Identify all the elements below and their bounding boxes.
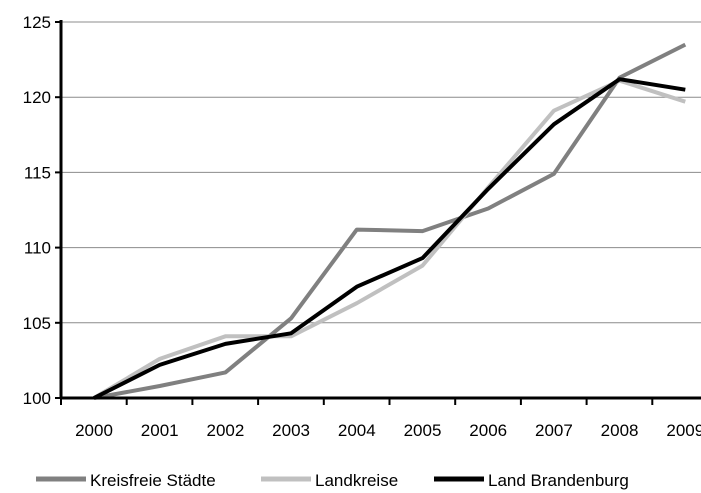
x-tick-label-2002: 2002: [206, 421, 244, 440]
series-line-2: [93, 77, 686, 400]
x-tick-label-2004: 2004: [338, 421, 376, 440]
x-tick-label-2005: 2005: [404, 421, 442, 440]
legend-label-0: Kreisfreie Städte: [90, 471, 216, 490]
legend-label-2: Land Brandenburg: [488, 471, 629, 490]
y-axis-tick-labels: 100 105 110 115 120 125: [23, 13, 51, 408]
x-tick-label-2009: 2009: [666, 421, 701, 440]
y-tick-label-115: 115: [24, 163, 51, 182]
y-tick-label-105: 105: [23, 314, 51, 333]
series-line-0: [93, 42, 687, 400]
y-tick-label-125: 125: [23, 13, 51, 32]
x-tick-label-2003: 2003: [272, 421, 310, 440]
x-tick-label-2008: 2008: [601, 421, 639, 440]
x-tick-label-2006: 2006: [469, 421, 507, 440]
y-tick-label-110: 110: [24, 239, 51, 258]
x-tick-label-2001: 2001: [141, 421, 179, 440]
x-tick-label-2000: 2000: [75, 421, 113, 440]
legend: Kreisfreie Städte Landkreise Land Brandenb…: [36, 471, 629, 490]
y-tick-label-100: 100: [23, 389, 51, 408]
x-axis-tick-labels: 2000 2001 2002 2003 2004 2005 2006 2007 2008 2009: [75, 421, 701, 440]
x-tick-label-2007: 2007: [535, 421, 573, 440]
legend-label-1: Landkreise: [315, 471, 398, 490]
axes: [55, 20, 701, 405]
series-line-1: [92, 78, 686, 400]
series-lines: [92, 42, 687, 400]
y-tick-label-120: 120: [23, 88, 51, 107]
